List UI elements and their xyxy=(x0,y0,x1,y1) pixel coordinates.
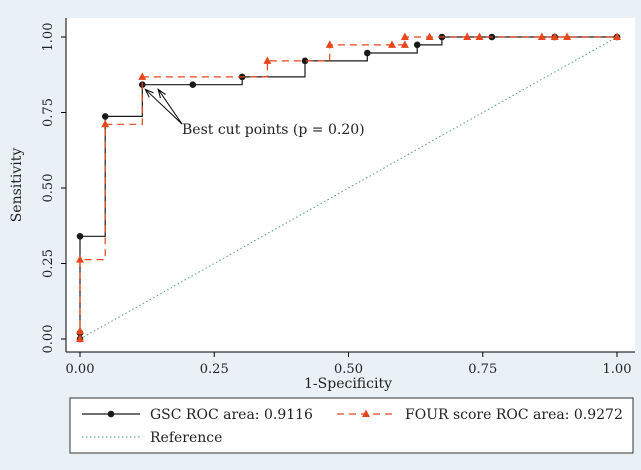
x-axis-label: 1-Specificity xyxy=(304,376,392,392)
annotation-layer: Best cut points (p = 0.20) xyxy=(144,88,365,138)
four-layer xyxy=(76,32,621,342)
data-point xyxy=(363,49,371,57)
annotation-arrow xyxy=(144,88,183,125)
annotation-arrow xyxy=(157,89,183,125)
legend-key-marker xyxy=(107,410,115,418)
x-tick-label: 0.50 xyxy=(334,362,363,377)
annotation-text: Best cut points (p = 0.20) xyxy=(182,122,365,138)
annotation-arrowhead xyxy=(157,88,166,99)
data-point xyxy=(387,40,396,48)
axes: 0.00 0.25 0.50 0.75 1.00 0.00 0.25 0.50 0.75 1.00 xyxy=(41,18,635,377)
data-point xyxy=(76,326,84,335)
data-point xyxy=(413,41,421,49)
data-point xyxy=(463,32,472,40)
data-point xyxy=(550,32,559,40)
y-axis-label: Sensitivity xyxy=(9,148,25,223)
legend-label-four: FOUR score ROC area: 0.9272 xyxy=(405,407,623,423)
legend: GSC ROC area: 0.9116 FOUR score ROC area… xyxy=(69,397,634,454)
legend-label-gsc: GSC ROC area: 0.9116 xyxy=(150,407,313,423)
data-point xyxy=(138,72,147,80)
data-point xyxy=(613,32,621,40)
data-point xyxy=(475,32,484,40)
x-tick-label: 0.75 xyxy=(468,362,497,377)
annotation-arrowhead xyxy=(144,88,154,98)
data-point xyxy=(189,81,197,89)
legend-label-reference: Reference xyxy=(150,430,222,446)
x-tick-label: 0.00 xyxy=(66,362,95,377)
data-point xyxy=(400,32,409,40)
data-point xyxy=(301,57,309,65)
legend-box xyxy=(69,397,634,454)
y-tick-label: 0.25 xyxy=(41,249,56,278)
data-point xyxy=(101,119,110,128)
data-point xyxy=(76,233,84,240)
plot-area xyxy=(66,18,635,352)
series-line xyxy=(79,36,618,340)
data-point xyxy=(76,255,84,263)
y-tick-label: 1.00 xyxy=(41,23,56,52)
x-tick-label: 0.25 xyxy=(200,362,229,377)
data-point xyxy=(400,40,409,48)
data-point xyxy=(537,32,546,40)
y-tick-label: 0.50 xyxy=(41,174,56,203)
data-point xyxy=(263,56,272,64)
data-point xyxy=(425,32,434,40)
data-point xyxy=(325,40,334,48)
x-tick-label: 1.00 xyxy=(603,362,632,377)
reference-layer xyxy=(79,36,618,340)
y-tick-label: 0.75 xyxy=(41,98,56,127)
y-tick-label: 0.00 xyxy=(41,325,56,354)
data-point xyxy=(76,334,84,342)
data-point xyxy=(101,113,109,120)
legend-key-marker xyxy=(362,409,370,417)
legend-marks xyxy=(82,409,395,438)
data-point xyxy=(563,32,572,40)
